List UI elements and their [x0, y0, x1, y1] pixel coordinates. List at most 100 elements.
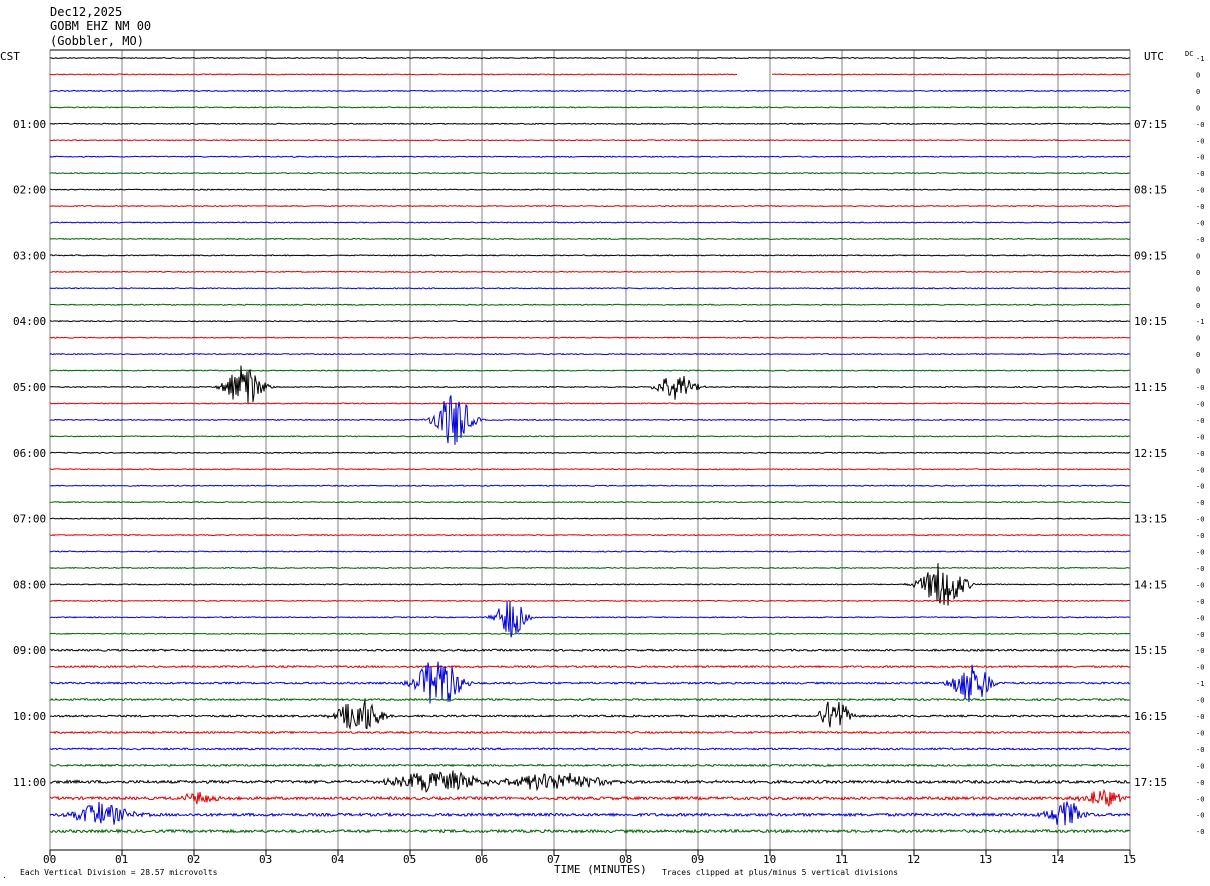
- dc-offset-label: 0: [1196, 269, 1200, 277]
- utc-hour-label: 17:15: [1134, 776, 1167, 789]
- dc-offset-label: 0: [1196, 285, 1200, 293]
- cst-hour-label: 07:00: [13, 513, 46, 526]
- trace-row-5: [49, 139, 1131, 142]
- trace-row-13: [49, 270, 1131, 273]
- utc-hour-label: 14:15: [1134, 578, 1167, 591]
- dc-offset-label: -0: [1196, 532, 1204, 540]
- x-tick-label: 05: [403, 853, 416, 866]
- utc-hour-label: 10:15: [1134, 315, 1167, 328]
- utc-hour-label: 08:15: [1134, 184, 1167, 197]
- trace-row-33: [49, 599, 1131, 602]
- cst-hour-label: 02:00: [13, 184, 46, 197]
- cst-hour-label: 03:00: [13, 249, 46, 262]
- x-tick-label: 02: [187, 853, 200, 866]
- x-tick-label: 09: [691, 853, 704, 866]
- dc-offset-label: -0: [1196, 795, 1204, 803]
- trace-row-38: [49, 661, 1131, 704]
- cst-hour-label: 11:00: [13, 776, 46, 789]
- cst-hour-label: 01:00: [13, 118, 46, 131]
- dc-offset-label: -0: [1196, 647, 1204, 655]
- dc-offset-label: -0: [1196, 516, 1204, 524]
- dc-label: DC: [1185, 50, 1193, 58]
- trace-row-3: [49, 106, 1131, 109]
- dc-offset-label: -0: [1196, 779, 1204, 787]
- dc-offset-label: -0: [1196, 170, 1204, 178]
- cst-zone-label: CST: [0, 50, 20, 63]
- x-tick-label: 06: [475, 853, 488, 866]
- header-location: (Gobbler, MO): [50, 34, 144, 48]
- utc-zone-label: UTC: [1144, 50, 1164, 63]
- trace-row-16: [49, 319, 1131, 323]
- trace-row-21: [49, 402, 1130, 405]
- x-tick-label: 11: [835, 853, 848, 866]
- dc-offset-label: -0: [1196, 828, 1204, 836]
- trace-row-46: [49, 801, 1131, 826]
- dc-offset-label: 0: [1196, 302, 1200, 310]
- dc-offset-label: 0: [1196, 335, 1200, 343]
- header-station: GOBM EHZ NM 00: [50, 19, 151, 33]
- dc-offset-label: -0: [1196, 729, 1204, 737]
- dc-offset-labels: -1 0 0 0 -0 -0 -0 -0 -0 -0 -0 -0 0 0 0 0 -1 0 0 0 -0 -0 -0 -0 -0…: [1196, 55, 1204, 836]
- trace-row-9: [49, 204, 1131, 208]
- trace-row-45: [49, 788, 1131, 807]
- clip-note: Traces clipped at plus/minus 5 vertical …: [662, 868, 898, 877]
- dc-offset-label: -0: [1196, 565, 1204, 573]
- trace-row-25: [49, 468, 1131, 471]
- trace-row-20: [50, 365, 1131, 404]
- cst-hour-label: 06:00: [13, 447, 46, 460]
- dc-offset-label: -0: [1196, 203, 1204, 211]
- dc-offset-label: 0: [1196, 104, 1200, 112]
- trace-row-37: [49, 664, 1131, 669]
- trace-row-44: [49, 770, 1131, 793]
- cst-hour-label: 04:00: [13, 315, 46, 328]
- dc-offset-label: -0: [1196, 236, 1204, 244]
- trace-row-24: [49, 451, 1131, 454]
- header-date: Dec12,2025: [50, 5, 122, 19]
- dc-offset-label: 0: [1196, 252, 1200, 260]
- x-tick-label: 00: [43, 853, 56, 866]
- dc-offset-label: -0: [1196, 187, 1204, 195]
- x-tick-label: 14: [1051, 853, 1065, 866]
- dc-offset-label: -0: [1196, 697, 1204, 705]
- dc-offset-label: -0: [1196, 746, 1204, 754]
- dc-offset-label: 0: [1196, 351, 1200, 359]
- utc-hour-label: 16:15: [1134, 710, 1167, 723]
- cst-hour-label: 05:00: [13, 381, 46, 394]
- cst-hour-label: 08:00: [13, 578, 46, 591]
- trace-row-2: [49, 89, 1131, 93]
- dc-offset-label: -0: [1196, 664, 1204, 672]
- trace-row-41: [50, 730, 1131, 735]
- x-tick-label: 12: [907, 853, 920, 866]
- trace-row-27: [49, 501, 1131, 504]
- dc-offset-label: -0: [1196, 631, 1204, 639]
- utc-hour-labels: 07:15 08:15 09:15 10:15 11:15 12:15 13:15 14:15…: [1134, 118, 1167, 789]
- corner-mark: .: [2, 871, 7, 880]
- x-tick-label: 13: [979, 853, 992, 866]
- trace-row-7: [49, 172, 1131, 175]
- trace-row-12: [49, 254, 1131, 257]
- trace-row-1: [49, 73, 1131, 76]
- trace-row-32: [49, 563, 1131, 606]
- trace-row-35: [49, 632, 1131, 635]
- cst-hour-labels: 01:00 02:00 03:00 04:00 05:00 06:00 07:00 08:00…: [13, 118, 46, 789]
- x-axis-label: TIME (MINUTES): [554, 863, 647, 876]
- dc-offset-label: -0: [1196, 121, 1204, 129]
- trace-row-34: [49, 601, 1131, 638]
- dc-offset-label: -1: [1196, 680, 1204, 688]
- x-tick-label: 04: [331, 853, 345, 866]
- utc-hour-label: 13:15: [1134, 513, 1167, 526]
- trace-row-42: [49, 747, 1131, 751]
- trace-row-18: [49, 352, 1131, 356]
- trace-row-10: [50, 221, 1131, 224]
- dc-offset-label: -0: [1196, 220, 1204, 228]
- dc-offset-label: -0: [1196, 417, 1204, 425]
- dc-offset-label: -0: [1196, 598, 1204, 606]
- trace-row-19: [49, 369, 1130, 372]
- trace-row-15: [49, 303, 1131, 306]
- utc-hour-label: 12:15: [1134, 447, 1167, 460]
- x-tick-label: 10: [763, 853, 776, 866]
- trace-row-14: [49, 287, 1131, 290]
- dc-offset-label: -0: [1196, 812, 1204, 820]
- x-tick-label: 15: [1123, 853, 1136, 866]
- cst-hour-label: 09:00: [13, 644, 46, 657]
